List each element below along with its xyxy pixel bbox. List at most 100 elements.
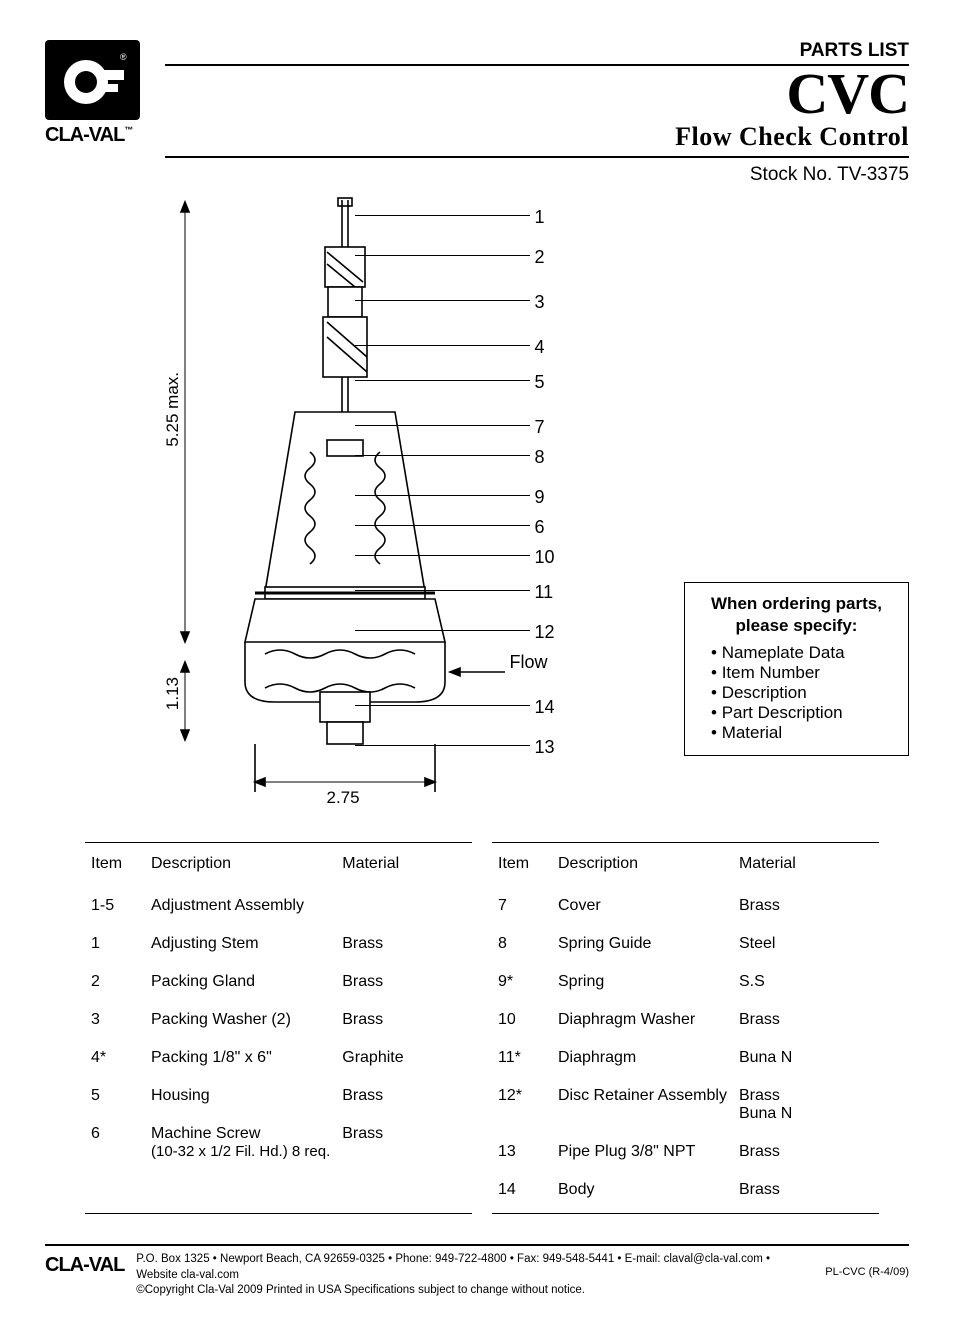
callout-number: 1: [535, 207, 545, 228]
footer-text: P.O. Box 1325 • Newport Beach, CA 92659-…: [136, 1252, 813, 1299]
dimension-height: 5.25 max.: [163, 372, 183, 447]
cell-item: 1-5: [85, 887, 145, 925]
callout-number: 4: [535, 337, 545, 358]
callout-line: [355, 525, 530, 526]
parts-table-left: Item Description Material 1-5Adjustment …: [85, 847, 426, 1170]
cell-desc: Adjustment Assembly: [145, 887, 336, 925]
callout-line: [355, 215, 530, 216]
callout-line: [355, 630, 530, 631]
stock-number: Stock No. TV-3375: [165, 164, 909, 186]
flow-label: Flow: [510, 652, 548, 673]
cell-desc: Spring: [552, 963, 733, 1001]
callout-line: [355, 590, 530, 591]
valve-diagram: 5.25 max. 1.13 2.75 Flow 123457896101112…: [145, 192, 575, 812]
cell-item: 14: [492, 1171, 552, 1209]
callout-line: [355, 345, 530, 346]
footer-line2: ©Copyright Cla-Val 2009 Printed in USA S…: [136, 1284, 585, 1296]
table-row: 7CoverBrass: [492, 887, 823, 925]
cell-desc: Adjusting Stem: [145, 925, 336, 963]
brand-name: CLA-VAL™: [45, 124, 165, 147]
callout-line: [355, 255, 530, 256]
th-desc: Description: [552, 847, 733, 887]
dimension-insert: 1.13: [163, 677, 183, 710]
parts-table-left-wrap: Item Description Material 1-5Adjustment …: [85, 842, 472, 1214]
ordering-item: Part Description: [725, 703, 896, 723]
cell-item: 12*: [492, 1077, 552, 1133]
cell-item: 3: [85, 1001, 145, 1039]
footer-line1: P.O. Box 1325 • Newport Beach, CA 92659-…: [136, 1253, 770, 1281]
callout-number: 6: [535, 517, 545, 538]
cell-item: 6: [85, 1115, 145, 1170]
ordering-box: When ordering parts, please specify: Nam…: [684, 582, 909, 756]
cell-desc: Packing Washer (2): [145, 1001, 336, 1039]
dimension-width: 2.75: [327, 788, 360, 808]
cell-desc: Pipe Plug 3/8" NPT: [552, 1133, 733, 1171]
cell-mat: Brass Buna N: [733, 1077, 823, 1133]
diagram-column: 5.25 max. 1.13 2.75 Flow 123457896101112…: [45, 192, 674, 812]
cell-mat: S.S: [733, 963, 823, 1001]
cell-mat: [336, 887, 426, 925]
callout-line: [355, 455, 530, 456]
cell-mat: Steel: [733, 925, 823, 963]
ordering-item: Material: [725, 723, 896, 743]
callout-number: 5: [535, 372, 545, 393]
product-code: CVC: [165, 68, 909, 120]
callout-line: [355, 555, 530, 556]
cell-item: 7: [492, 887, 552, 925]
callout-line: [355, 300, 530, 301]
table-row: 11*DiaphragmBuna N: [492, 1039, 823, 1077]
cell-desc: Machine Screw(10-32 x 1/2 Fil. Hd.) 8 re…: [145, 1115, 336, 1170]
callout-number: 11: [535, 582, 554, 603]
content-row: 5.25 max. 1.13 2.75 Flow 123457896101112…: [45, 192, 909, 812]
callout-number: 10: [535, 547, 555, 568]
callout-number: 7: [535, 417, 545, 438]
cell-item: 8: [492, 925, 552, 963]
cell-desc: Spring Guide: [552, 925, 733, 963]
callout-line: [355, 745, 530, 746]
callout-line: [355, 495, 530, 496]
page: ® CLA-VAL™ PARTS LIST CVC Flow Check Con…: [0, 0, 954, 1319]
callout-line: [355, 705, 530, 706]
table-row: 1Adjusting StemBrass: [85, 925, 426, 963]
cell-desc: Housing: [145, 1077, 336, 1115]
cell-item: 9*: [492, 963, 552, 1001]
cell-item: 4*: [85, 1039, 145, 1077]
header: ® CLA-VAL™ PARTS LIST CVC Flow Check Con…: [45, 40, 909, 186]
th-item: Item: [85, 847, 145, 887]
cell-mat: Brass: [733, 887, 823, 925]
table-row: 14BodyBrass: [492, 1171, 823, 1209]
ordering-title-1: When ordering parts,: [711, 594, 882, 613]
table-row: 10Diaphragm WasherBrass: [492, 1001, 823, 1039]
cell-desc: Packing 1/8" x 6": [145, 1039, 336, 1077]
cell-mat: Brass: [336, 1115, 426, 1170]
table-row: 3Packing Washer (2)Brass: [85, 1001, 426, 1039]
ordering-item: Nameplate Data: [725, 643, 896, 663]
cell-mat: Brass: [336, 1001, 426, 1039]
table-row: 1-5Adjustment Assembly: [85, 887, 426, 925]
ordering-item: Item Number: [725, 663, 896, 683]
table-row: 6Machine Screw(10-32 x 1/2 Fil. Hd.) 8 r…: [85, 1115, 426, 1170]
cell-mat: Brass: [733, 1171, 823, 1209]
footer-brand: CLA-VAL: [45, 1252, 124, 1277]
cell-mat: Brass: [336, 925, 426, 963]
footer: CLA-VAL P.O. Box 1325 • Newport Beach, C…: [45, 1244, 909, 1299]
cell-mat: Brass: [336, 1077, 426, 1115]
cell-desc: Body: [552, 1171, 733, 1209]
callout-number: 3: [535, 292, 545, 313]
parts-list-label: PARTS LIST: [165, 40, 909, 62]
brand-logo-icon: ®: [45, 40, 140, 120]
cell-item: 11*: [492, 1039, 552, 1077]
callout-number: 12: [535, 622, 555, 643]
th-desc: Description: [145, 847, 336, 887]
cell-item: 13: [492, 1133, 552, 1171]
callout-number: 9: [535, 487, 545, 508]
cell-mat: Brass: [336, 963, 426, 1001]
table-row: 9*SpringS.S: [492, 963, 823, 1001]
header-right: PARTS LIST CVC Flow Check Control Stock …: [165, 40, 909, 186]
parts-table-right-wrap: Item Description Material 7CoverBrass8Sp…: [492, 842, 879, 1214]
callout-line: [355, 380, 530, 381]
ordering-item: Description: [725, 683, 896, 703]
cell-mat: Buna N: [733, 1039, 823, 1077]
callout-number: 8: [535, 447, 545, 468]
table-row: 13Pipe Plug 3/8" NPTBrass: [492, 1133, 823, 1171]
